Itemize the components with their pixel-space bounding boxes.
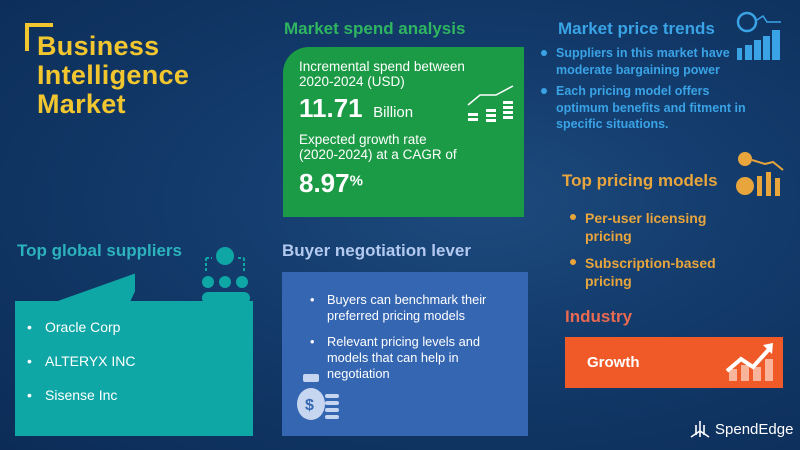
list-item: Buyers can benchmark their preferred pri…: [310, 292, 516, 324]
industry-heading: Industry: [565, 307, 633, 326]
negotiation-heading: Buyer negotiation lever: [282, 241, 471, 260]
growth-label: (2020-2024) at a CAGR of: [299, 147, 457, 162]
price-trends-list: Suppliers in this market have moderate b…: [541, 45, 756, 138]
page-title: Business Intelligence Market: [37, 32, 189, 119]
price-trend-chart-icon: [736, 11, 781, 60]
supplier-item: ALTERYX INC: [27, 353, 253, 369]
industry-growth-badge: Growth: [565, 337, 783, 388]
logo-text: SpendEdge: [715, 420, 794, 438]
incremental-label: 2020-2024 (USD): [299, 74, 405, 89]
spendedge-logo: SpendEdge: [690, 420, 793, 438]
list-item: Suppliers in this market have moderate b…: [541, 45, 756, 78]
industry-value: Growth: [587, 354, 640, 371]
global-network-icon: [202, 247, 250, 304]
list-item: Each pricing model offers optimum benefi…: [541, 83, 756, 133]
title-line: Intelligence: [37, 60, 190, 90]
pricing-models-heading: Top pricing models: [562, 171, 718, 190]
coins-growth-icon: [467, 85, 514, 122]
pricing-models-list: Per-user licensing pricing Subscription-…: [570, 209, 735, 299]
list-item: Subscription-based pricing: [570, 254, 735, 290]
svg-text:$: $: [305, 397, 314, 414]
supplier-item: Oracle Corp: [27, 319, 253, 335]
growth-label: Expected growth rate: [299, 132, 427, 147]
incremental-label: Incremental spend between: [299, 59, 465, 74]
spend-card: Incremental spend between 2020-2024 (USD…: [283, 47, 524, 217]
suppliers-card: Oracle Corp ALTERYX INC Sisense Inc: [15, 301, 253, 436]
spend-heading: Market spend analysis: [284, 19, 466, 38]
growth-arrow-icon: [725, 343, 773, 381]
suppliers-heading: Top global suppliers: [17, 241, 182, 260]
supplier-item: Sisense Inc: [27, 387, 253, 403]
negotiation-card: Buyers can benchmark their preferred pri…: [282, 272, 528, 436]
list-item: Relevant pricing levels and models that …: [310, 334, 516, 382]
speech-tail-decoration: [55, 273, 135, 302]
list-item: Per-user licensing pricing: [570, 209, 735, 245]
spendedge-logo-icon: [690, 421, 710, 438]
incremental-unit: Billion: [373, 104, 414, 121]
title-line: Market: [37, 89, 126, 119]
money-chart-icon: [736, 152, 784, 196]
title-bracket-decoration: [25, 23, 53, 51]
incremental-value: 11.71: [299, 93, 363, 123]
title-line: Business: [37, 31, 160, 61]
money-bag-icon: $: [297, 374, 339, 420]
cagr-unit: %: [349, 172, 363, 190]
price-trends-heading: Market price trends: [558, 19, 715, 38]
cagr-value: 8.97: [299, 168, 350, 198]
